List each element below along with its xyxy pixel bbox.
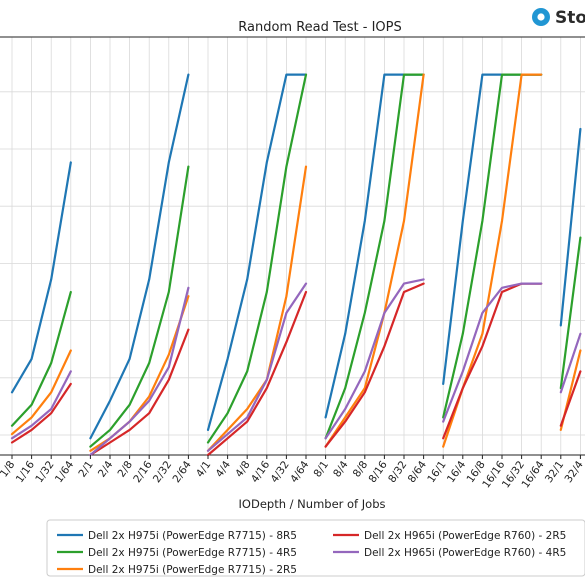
legend-label: Dell 2x H965i (PowerEdge R760) - 2R5 <box>364 530 566 542</box>
x-tick-label: 8/1 <box>312 459 332 480</box>
x-tick-label: 1/32 <box>33 459 56 485</box>
series-line <box>10 349 72 436</box>
plot-frame <box>0 36 585 456</box>
series-line <box>442 73 543 419</box>
x-tick-label: 2/4 <box>96 459 116 480</box>
x-tick-label: 4/16 <box>249 459 273 485</box>
x-tick-label: 2/16 <box>131 459 155 485</box>
series-line <box>324 278 425 440</box>
x-axis-label: IODepth / Number of Jobs <box>239 497 386 511</box>
grid <box>0 37 585 455</box>
brand-logo: Sto <box>532 8 585 28</box>
brand-icon-inner <box>537 13 545 21</box>
series-line <box>324 282 425 448</box>
series-line <box>559 332 582 394</box>
x-tick-label: 8/32 <box>386 459 409 485</box>
series-line <box>206 282 308 452</box>
series-line <box>206 73 308 431</box>
series-line <box>324 73 425 419</box>
x-tick-label: 4/4 <box>214 459 234 480</box>
series-line <box>442 282 543 423</box>
legend-box <box>46 519 585 577</box>
legend-label: Dell 2x H975i (PowerEdge R7715) - 2R5 <box>88 564 297 576</box>
series-line <box>559 370 582 427</box>
legend-label: Dell 2x H975i (PowerEdge R7715) - 4R5 <box>88 547 297 559</box>
series-line <box>89 328 190 457</box>
chart-title: Random Read Test - IOPS <box>238 20 401 35</box>
series-line <box>89 73 190 440</box>
series-line <box>559 127 582 327</box>
x-tick-label: 4/64 <box>288 459 312 485</box>
series-line <box>206 73 308 444</box>
x-tick-label: 8/4 <box>331 459 351 480</box>
x-tick-label: 16/4 <box>445 459 469 485</box>
x-tick-label: 4/32 <box>268 459 291 485</box>
x-tick-labels: 1/81/161/321/64 2/1 2/4 2/82/162/322/64 4/1 4… <box>0 455 585 491</box>
series-line <box>10 370 72 440</box>
x-tick-label: 1/64 <box>53 459 77 485</box>
series-line <box>10 290 72 427</box>
legend: Dell 2x H975i (PowerEdge R7715) - 8R5 Del… <box>46 519 585 577</box>
x-tick-label: 32/1 <box>543 459 566 485</box>
x-tick-label: 2/1 <box>76 459 96 480</box>
series-line <box>442 282 543 440</box>
series-line <box>324 73 425 440</box>
series-lines <box>10 73 582 457</box>
series-line <box>89 286 190 457</box>
legend-label: Dell 2x H965i (PowerEdge R760) - 4R5 <box>364 547 566 559</box>
x-tick-label: 4/1 <box>194 459 214 480</box>
x-tick-label: 8/64 <box>406 459 430 485</box>
x-tick-label: 1/16 <box>14 459 38 485</box>
series-line <box>10 382 72 444</box>
series-line <box>442 73 543 385</box>
series-line <box>10 161 72 394</box>
series-line <box>206 290 308 457</box>
x-tick-label: 2/64 <box>170 459 194 485</box>
x-tick-label: 2/32 <box>151 459 174 485</box>
brand-text: Sto <box>555 8 585 28</box>
series-line <box>324 73 425 448</box>
series-line <box>89 165 190 448</box>
x-tick-label: 32/4 <box>562 459 585 485</box>
x-tick-label: 16/1 <box>425 459 448 485</box>
x-tick-label: 8/16 <box>366 459 390 485</box>
legend-label: Dell 2x H975i (PowerEdge R7715) - 8R5 <box>88 530 297 542</box>
series-line <box>206 165 308 452</box>
series-line <box>559 236 582 390</box>
